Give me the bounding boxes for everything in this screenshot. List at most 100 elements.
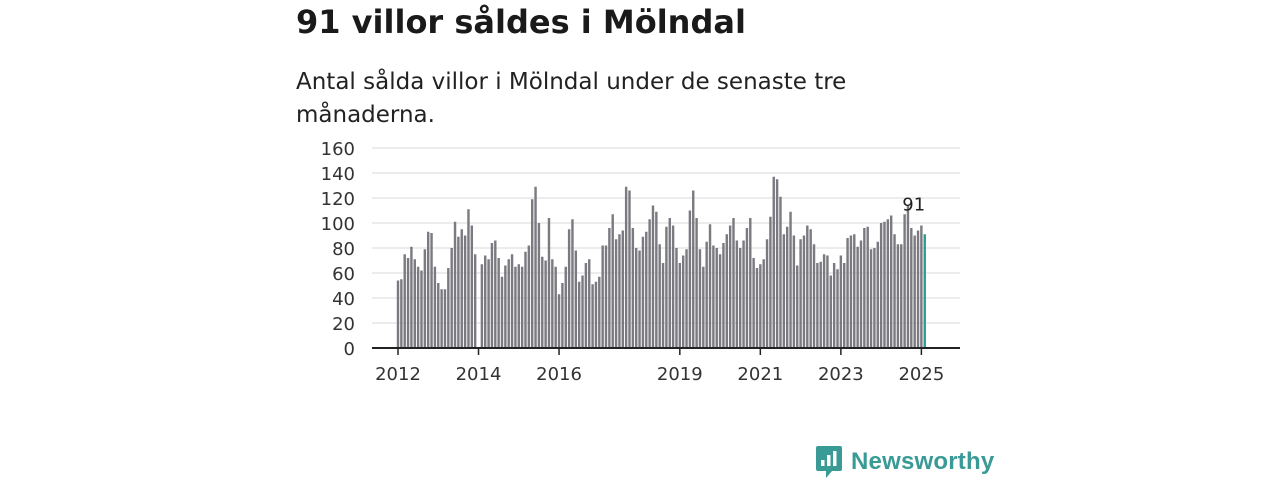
bar — [624, 186, 628, 348]
bar — [507, 259, 510, 348]
bar — [802, 235, 806, 348]
bar-highlight — [923, 234, 926, 348]
bar — [426, 231, 430, 348]
bar — [732, 218, 735, 348]
bar — [739, 248, 742, 348]
bar — [467, 209, 470, 348]
bar — [692, 190, 695, 348]
bar — [863, 228, 866, 348]
bar — [460, 229, 463, 348]
bar — [571, 219, 574, 348]
bar — [849, 235, 853, 348]
bar — [789, 211, 792, 348]
bar — [453, 221, 457, 348]
bar — [879, 223, 883, 348]
bar — [678, 263, 682, 348]
bar — [742, 240, 745, 348]
bar — [524, 251, 527, 348]
bar — [557, 294, 561, 348]
chart-subtitle: Antal sålda villor i Mölndal under de se… — [296, 69, 847, 128]
bar — [829, 275, 833, 348]
bar — [497, 258, 500, 348]
bar — [728, 225, 732, 348]
bar — [551, 259, 554, 348]
bar — [480, 264, 484, 348]
bar — [437, 283, 440, 348]
bar — [547, 218, 551, 348]
bar — [406, 258, 410, 348]
newsworthy-logo-icon — [816, 446, 842, 478]
bar — [735, 240, 739, 348]
bar — [681, 255, 685, 348]
bar — [839, 255, 843, 348]
bar — [494, 240, 497, 348]
bar — [762, 259, 765, 348]
bar — [631, 228, 635, 348]
bar — [775, 179, 779, 348]
bar — [859, 240, 863, 348]
y-tick-label: 100 — [321, 214, 355, 235]
bar — [665, 226, 668, 348]
bar — [913, 235, 916, 348]
bar — [853, 234, 856, 348]
bar — [886, 219, 890, 348]
bar — [910, 228, 913, 348]
bar — [675, 248, 678, 348]
bar — [403, 254, 406, 348]
bar — [702, 266, 705, 348]
bar — [564, 266, 567, 348]
x-tick-label: 2016 — [536, 364, 582, 385]
x-tick-label: 2021 — [737, 364, 783, 385]
bar — [423, 249, 427, 348]
bar — [577, 281, 581, 348]
y-tick-label: 40 — [332, 289, 355, 310]
annotations: 91 — [902, 194, 925, 215]
bar — [718, 254, 722, 348]
bar — [463, 235, 467, 348]
bar — [591, 284, 594, 348]
bar — [759, 264, 762, 348]
y-axis-tick-labels: 0 20 40 60 80 100 120 140 160 — [321, 139, 355, 360]
y-tick-label: 140 — [321, 164, 355, 185]
x-axis — [372, 347, 960, 355]
bar — [520, 266, 524, 348]
bar — [645, 231, 648, 348]
bar — [487, 259, 490, 348]
bar — [400, 279, 403, 348]
bar — [567, 229, 571, 348]
bar — [695, 218, 698, 348]
x-tick-label: 2014 — [456, 364, 502, 385]
bar — [900, 244, 903, 348]
bar — [869, 249, 873, 348]
bar — [873, 248, 876, 348]
bar — [443, 289, 447, 348]
bar — [752, 258, 755, 348]
bar — [450, 248, 453, 348]
bar — [510, 254, 514, 348]
bar — [668, 218, 671, 348]
bar — [440, 289, 443, 348]
bar — [765, 239, 769, 348]
bar — [581, 275, 584, 348]
bar — [876, 241, 879, 348]
bar — [470, 225, 474, 348]
bar — [554, 266, 557, 348]
bar — [601, 245, 604, 348]
y-tick-label: 0 — [344, 339, 355, 360]
bar — [661, 263, 665, 348]
bar — [755, 268, 759, 348]
brand-name: Newsworthy — [851, 448, 995, 475]
x-tick-label: 2025 — [898, 364, 944, 385]
bar — [608, 228, 611, 348]
bar — [688, 210, 692, 348]
bar — [473, 254, 477, 348]
bar — [604, 245, 608, 348]
bar — [514, 266, 517, 348]
x-tick-label: 2023 — [818, 364, 864, 385]
bar — [893, 234, 896, 348]
bar — [836, 269, 839, 348]
bar — [484, 255, 487, 348]
bar — [749, 218, 752, 348]
bar — [889, 215, 893, 348]
